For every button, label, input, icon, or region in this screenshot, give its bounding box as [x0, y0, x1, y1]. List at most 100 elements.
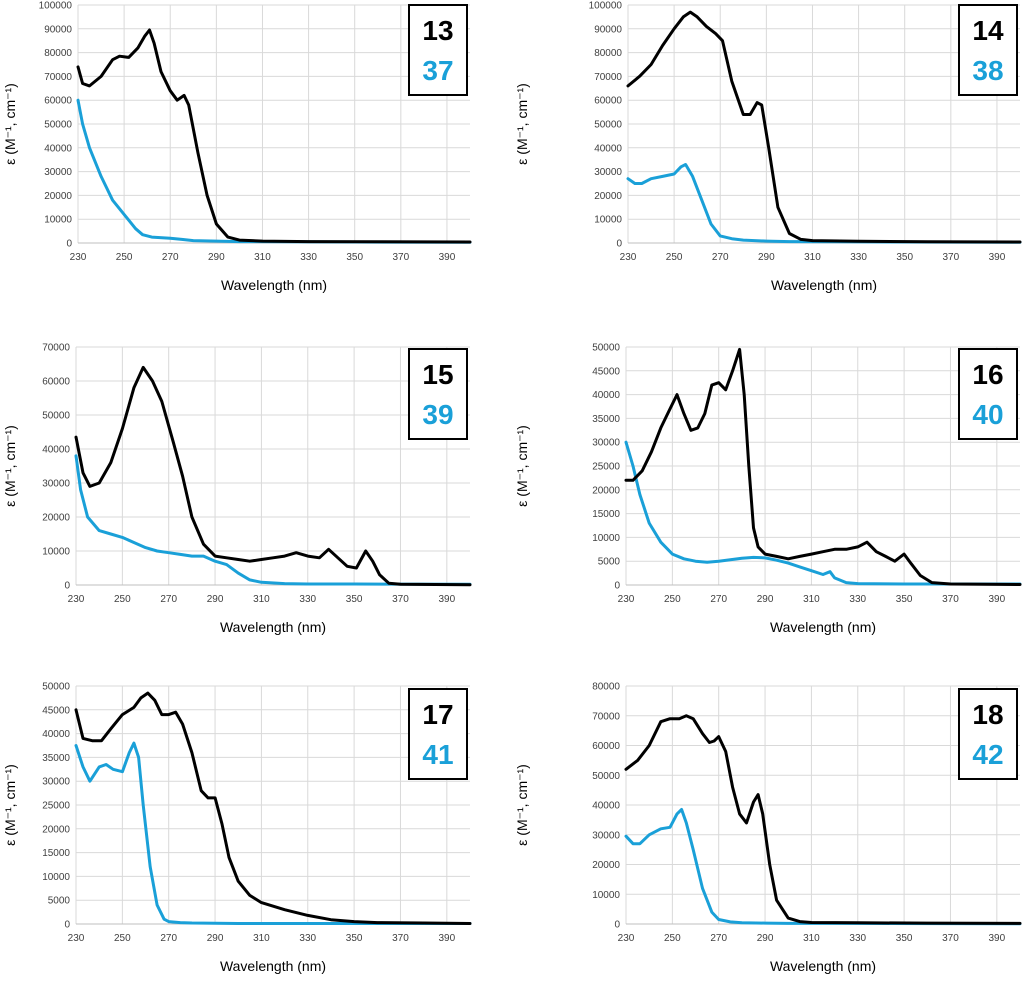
y-tick-label: 10000	[42, 547, 70, 558]
x-tick-label: 270	[712, 252, 729, 263]
y-tick-label: 0	[614, 581, 620, 592]
legend-box: 16 40	[958, 348, 1018, 440]
x-tick-label: 390	[988, 933, 1005, 944]
x-tick-label: 310	[804, 252, 821, 263]
x-tick-label: 390	[439, 252, 456, 263]
y-tick-label: 40000	[44, 143, 72, 154]
x-tick-label: 230	[618, 933, 635, 944]
x-tick-label: 350	[896, 933, 913, 944]
legend-label-series-2: 42	[972, 739, 1004, 770]
legend-label-series-1: 16	[972, 359, 1004, 390]
x-tick-label: 350	[896, 594, 913, 605]
chart-panel-15-39: 0 10000 20000 30000 40000 50000 60000 70000 230 2…	[0, 328, 510, 654]
y-tick-label: 0	[64, 920, 70, 931]
chart-panel-13-37: 0 10000 20000 30000 40000 50000 60000 70000 8000…	[0, 0, 510, 326]
y-tick-label: 30000	[592, 830, 620, 841]
x-axis-title: Wavelength (nm)	[770, 958, 876, 974]
x-tick-label: 230	[618, 594, 635, 605]
series-line-39	[74, 454, 472, 586]
legend-label-series-2: 41	[422, 739, 454, 770]
y-tick-label: 60000	[594, 96, 622, 107]
x-tick-label: 390	[438, 933, 455, 944]
x-tick-label: 370	[942, 933, 959, 944]
y-tick-label: 70000	[594, 72, 622, 83]
series-line-40	[624, 440, 1022, 586]
series-line-38	[626, 163, 1022, 244]
y-tick-label: 10000	[42, 872, 70, 883]
y-axis-title: ε (M⁻¹, cm⁻¹)	[2, 83, 18, 165]
x-tick-label: 270	[160, 594, 177, 605]
y-tick-label: 15000	[592, 509, 620, 520]
x-tick-label: 310	[253, 933, 270, 944]
chart-svg: 0 5000 10000 15000 20000 25000 30000 35000 40000…	[2, 682, 472, 974]
x-tick-label: 290	[208, 252, 225, 263]
y-tick-label: 40000	[594, 143, 622, 154]
y-tick-label: 50000	[594, 120, 622, 131]
x-axis-title: Wavelength (nm)	[220, 958, 326, 974]
y-tick-label: 80000	[44, 48, 72, 59]
y-tick-label: 60000	[44, 96, 72, 107]
chart-svg: 0 10000 20000 30000 40000 50000 60000 70000 8000…	[514, 1, 1022, 293]
y-tick-label: 0	[66, 239, 72, 250]
x-tick-label: 350	[896, 252, 913, 263]
x-tick-label: 350	[346, 933, 363, 944]
x-tick-label: 250	[114, 594, 131, 605]
y-tick-label: 40000	[42, 729, 70, 740]
y-tick-label: 70000	[44, 72, 72, 83]
y-tick-label: 70000	[42, 343, 70, 354]
y-tick-label: 100000	[39, 1, 73, 12]
legend-label-series-1: 18	[972, 699, 1004, 730]
y-tick-label: 50000	[42, 682, 70, 693]
y-axis-title: ε (M⁻¹, cm⁻¹)	[2, 764, 18, 846]
y-tick-label: 10000	[592, 533, 620, 544]
y-tick-label: 5000	[598, 557, 621, 568]
y-tick-label: 40000	[42, 445, 70, 456]
x-tick-label: 290	[207, 933, 224, 944]
x-tick-label: 350	[346, 594, 363, 605]
x-tick-label: 390	[438, 594, 455, 605]
y-axis-title: ε (M⁻¹, cm⁻¹)	[514, 764, 530, 846]
series-line-16	[624, 347, 1022, 586]
y-tick-label: 80000	[592, 682, 620, 693]
chart-svg: 0 10000 20000 30000 40000 50000 60000 70000 230 2…	[2, 343, 472, 635]
y-tick-label: 70000	[592, 711, 620, 722]
x-tick-label: 290	[758, 252, 775, 263]
x-axis-title: Wavelength (nm)	[221, 277, 327, 293]
series-line-17	[74, 691, 472, 925]
y-tick-label: 40000	[592, 801, 620, 812]
y-tick-label: 20000	[592, 860, 620, 871]
y-tick-label: 100000	[589, 1, 623, 12]
x-tick-label: 290	[757, 933, 774, 944]
y-tick-label: 0	[64, 581, 70, 592]
x-tick-label: 370	[392, 594, 409, 605]
y-tick-label: 45000	[42, 705, 70, 716]
y-tick-label: 90000	[594, 24, 622, 35]
y-tick-label: 35000	[592, 414, 620, 425]
legend-label-series-1: 17	[422, 699, 454, 730]
x-tick-label: 270	[160, 933, 177, 944]
chart-panel-16-40: 0 5000 10000 15000 20000 25000 30000 35000 40000…	[512, 328, 1022, 654]
legend-box: 13 37	[408, 4, 468, 96]
chart-svg: 0 10000 20000 30000 40000 50000 60000 70000 8000…	[514, 682, 1022, 974]
y-tick-label: 5000	[48, 896, 71, 907]
y-tick-label: 50000	[44, 120, 72, 131]
chart-svg: 0 5000 10000 15000 20000 25000 30000 35000 40000…	[514, 343, 1022, 635]
series-line-15	[74, 365, 472, 587]
y-tick-label: 40000	[592, 390, 620, 401]
y-tick-label: 20000	[594, 191, 622, 202]
x-tick-label: 370	[392, 252, 409, 263]
y-axis-title: ε (M⁻¹, cm⁻¹)	[514, 83, 530, 165]
y-tick-label: 45000	[592, 366, 620, 377]
x-tick-label: 250	[114, 933, 131, 944]
x-tick-label: 310	[803, 933, 820, 944]
x-tick-label: 370	[392, 933, 409, 944]
y-tick-label: 20000	[44, 191, 72, 202]
x-tick-label: 270	[710, 594, 727, 605]
x-tick-label: 250	[664, 594, 681, 605]
x-tick-label: 330	[300, 252, 317, 263]
chart-panel-14-38: 0 10000 20000 30000 40000 50000 60000 70000 8000…	[512, 0, 1022, 326]
legend-label-series-1: 15	[422, 359, 454, 390]
y-tick-label: 30000	[42, 777, 70, 788]
legend-box: 17 41	[408, 688, 468, 780]
chart-svg: 0 10000 20000 30000 40000 50000 60000 70000 8000…	[2, 1, 472, 293]
